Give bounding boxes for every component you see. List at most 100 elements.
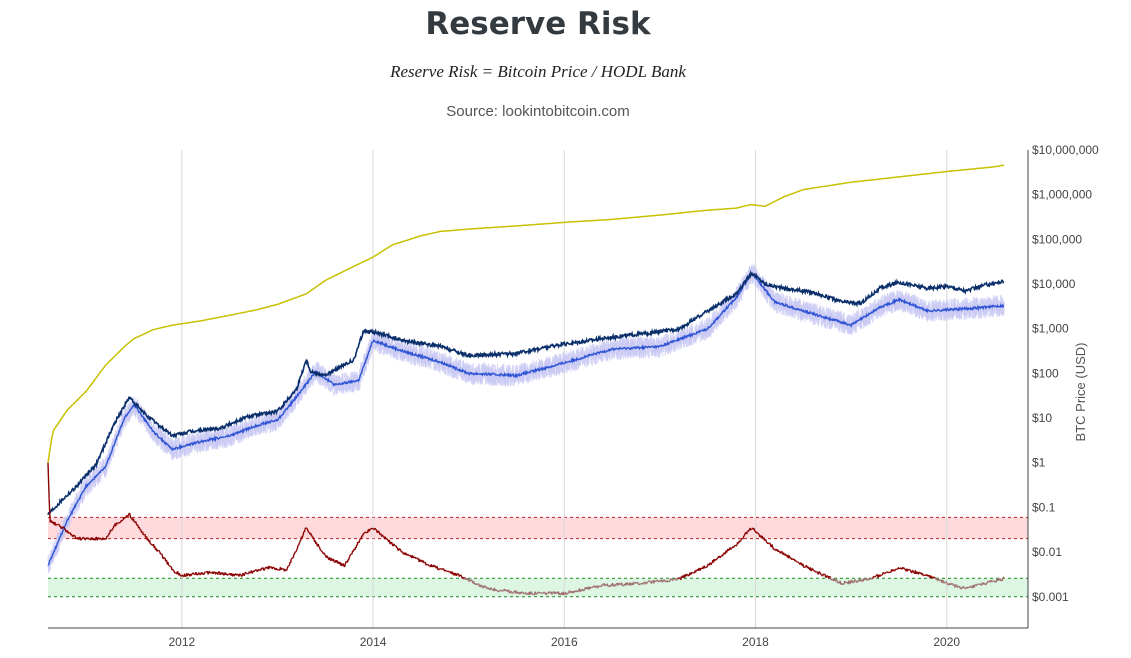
reserve-risk-segment xyxy=(782,552,785,555)
reserve-risk-segment xyxy=(559,592,561,595)
reserve-risk-segment xyxy=(805,564,808,568)
reserve-risk-segment xyxy=(149,542,152,545)
reserve-risk-segment xyxy=(860,579,863,582)
reserve-risk-segment xyxy=(657,580,660,583)
reserve-risk-segment xyxy=(649,581,652,583)
reserve-risk-segment xyxy=(979,583,981,585)
reserve-risk-segment xyxy=(458,575,461,578)
reserve-risk-segment xyxy=(570,590,573,593)
reserve-risk-segment xyxy=(172,569,175,571)
reserve-risk-segment xyxy=(441,568,444,570)
reserve-risk-segment xyxy=(625,582,628,586)
reserve-risk-segment xyxy=(95,536,98,539)
reserve-risk-segment xyxy=(851,580,854,583)
reserve-risk-segment xyxy=(719,555,722,559)
reserve-risk-segment xyxy=(138,526,141,530)
reserve-risk-segment xyxy=(742,535,745,539)
reserve-risk-segment xyxy=(520,591,522,595)
reserve-risk-segment xyxy=(488,588,491,591)
reserve-risk-segment xyxy=(171,568,174,571)
reserve-risk-segment xyxy=(895,568,898,571)
reserve-risk-segment xyxy=(361,534,364,537)
reserve-risk-segment xyxy=(53,523,55,525)
reserve-risk-segment xyxy=(47,462,50,482)
y-tick-label: $1,000 xyxy=(1032,322,1069,336)
reserve-risk-segment xyxy=(326,555,328,557)
reserve-risk-segment xyxy=(364,531,366,534)
reserve-risk-segment xyxy=(298,541,301,544)
reserve-risk-segment xyxy=(703,565,706,568)
reserve-risk-segment xyxy=(192,572,195,574)
reserve-risk-segment xyxy=(582,589,584,591)
reserve-risk-segment xyxy=(926,574,929,577)
x-tick-label-2018: 2018 xyxy=(742,635,769,649)
reserve-risk-segment xyxy=(965,587,968,589)
reserve-risk-segment xyxy=(108,532,111,535)
reserve-risk-segment xyxy=(327,557,330,560)
reserve-risk-segment xyxy=(242,572,245,575)
y-tick-label: $10,000 xyxy=(1032,277,1076,291)
reserve-risk-segment xyxy=(513,590,515,593)
y-axis-label: BTC Price (USD) xyxy=(1073,343,1088,442)
reserve-risk-segment xyxy=(466,577,468,580)
reserve-risk-segment xyxy=(436,565,439,569)
reserve-risk-segment xyxy=(583,589,586,592)
reserve-risk-segment xyxy=(129,514,132,519)
reserve-risk-segment xyxy=(215,571,218,574)
reserve-risk-segment xyxy=(715,558,718,561)
reserve-risk-segment xyxy=(308,531,311,534)
reserve-risk-segment xyxy=(971,585,974,589)
reserve-risk-segment xyxy=(64,529,67,531)
reserve-risk-segment xyxy=(388,539,391,544)
reserve-risk-segment xyxy=(84,538,87,541)
reserve-risk-segment xyxy=(101,538,104,541)
reserve-risk-segment xyxy=(268,566,271,569)
reserve-risk-segment xyxy=(245,572,248,574)
reserve-risk-segment xyxy=(427,563,429,566)
reserve-risk-segment xyxy=(769,543,772,547)
reserve-risk-segment xyxy=(789,556,792,559)
reserve-risk-segment xyxy=(265,566,268,569)
reserve-risk-segment xyxy=(128,512,131,515)
reserve-risk-segment xyxy=(463,577,466,580)
reserve-risk-segment xyxy=(948,582,951,585)
reserve-risk-segment xyxy=(438,568,440,571)
reserve-risk-segment xyxy=(997,578,1000,581)
reserve-risk-segment xyxy=(419,559,421,562)
reserve-risk-segment xyxy=(829,576,832,581)
reserve-risk-segment xyxy=(99,537,102,540)
reserve-risk-segment xyxy=(850,580,853,583)
reserve-risk-segment xyxy=(618,582,620,585)
reserve-risk-segment xyxy=(724,552,727,555)
reserve-risk-segment xyxy=(516,592,518,594)
reserve-risk-segment xyxy=(490,587,493,590)
reserve-risk-segment xyxy=(587,586,590,590)
reserve-risk-segment xyxy=(90,537,93,539)
reserve-risk-segment xyxy=(517,591,520,594)
reserve-risk-segment xyxy=(973,585,976,589)
reserve-risk-segment xyxy=(597,585,600,588)
axes-layer: 2012 2014 2016 2018 2020 $0.001 $0.01 $0.1 $1 $10… xyxy=(48,143,1099,649)
reserve-risk-segment xyxy=(478,583,481,587)
reserve-risk-segment xyxy=(476,583,479,586)
reserve-risk-segment xyxy=(772,548,775,550)
reserve-risk-segment xyxy=(956,586,959,588)
reserve-risk-segment xyxy=(644,581,646,583)
reserve-risk-segment xyxy=(230,573,233,577)
reserve-risk-segment xyxy=(834,579,837,582)
reserve-risk-segment xyxy=(900,567,903,570)
reserve-risk-segment xyxy=(502,589,505,592)
reserve-risk-segment xyxy=(494,589,497,592)
reserve-risk-segment xyxy=(856,580,859,583)
reserve-risk-segment xyxy=(451,571,454,575)
reserve-risk-segment xyxy=(512,591,514,594)
reserve-risk-segment xyxy=(802,563,805,568)
reserve-risk-segment xyxy=(892,569,895,572)
reserve-risk-segment xyxy=(863,578,866,581)
reserve-risk-segment xyxy=(499,589,502,592)
reserve-risk-segment xyxy=(656,579,659,582)
reserve-risk-segment xyxy=(730,548,732,550)
reserve-risk-segment xyxy=(502,588,505,591)
reserve-risk-segment xyxy=(345,560,348,563)
reserve-risk-segment xyxy=(222,572,225,575)
